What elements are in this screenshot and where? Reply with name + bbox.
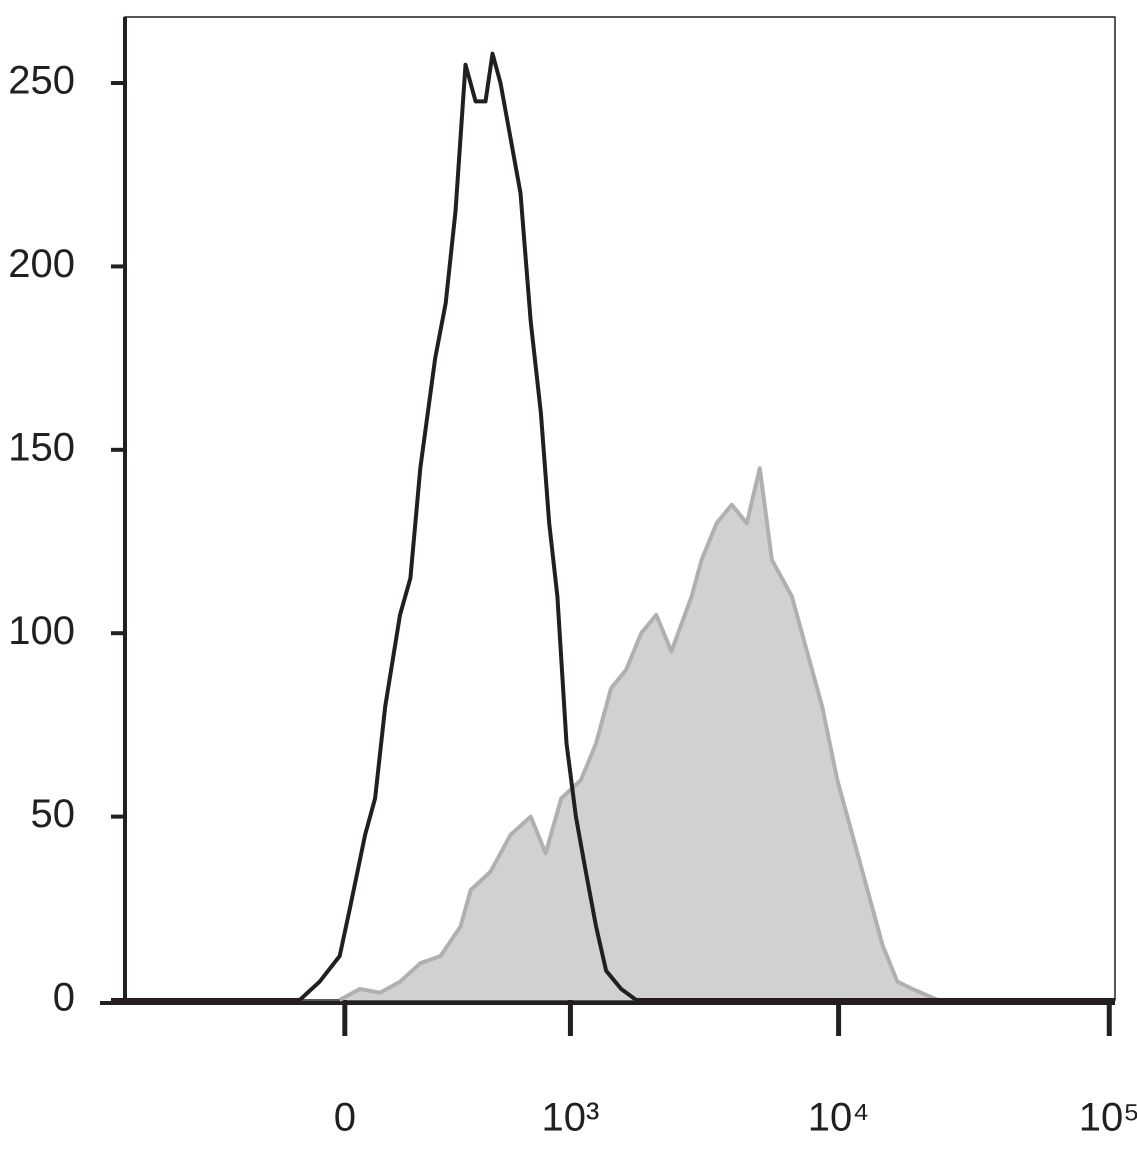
x-tick-label: 10⁴ — [808, 1096, 870, 1140]
y-tick-label: 100 — [8, 609, 75, 653]
histogram-line — [125, 51, 1115, 1002]
y-tick-label: 150 — [8, 425, 75, 469]
x-tick-label: 10⁵ — [1079, 1096, 1137, 1140]
histogram-line — [338, 466, 939, 1002]
y-tick-label: 200 — [8, 242, 75, 286]
y-tick-label: 250 — [8, 59, 75, 103]
x-tick-label: 10³ — [542, 1096, 600, 1140]
y-tick-label: 50 — [31, 792, 76, 836]
y-tick-label: 0 — [53, 976, 75, 1020]
x-tick-label: 0 — [334, 1096, 356, 1140]
histogram-area — [339, 468, 938, 1000]
